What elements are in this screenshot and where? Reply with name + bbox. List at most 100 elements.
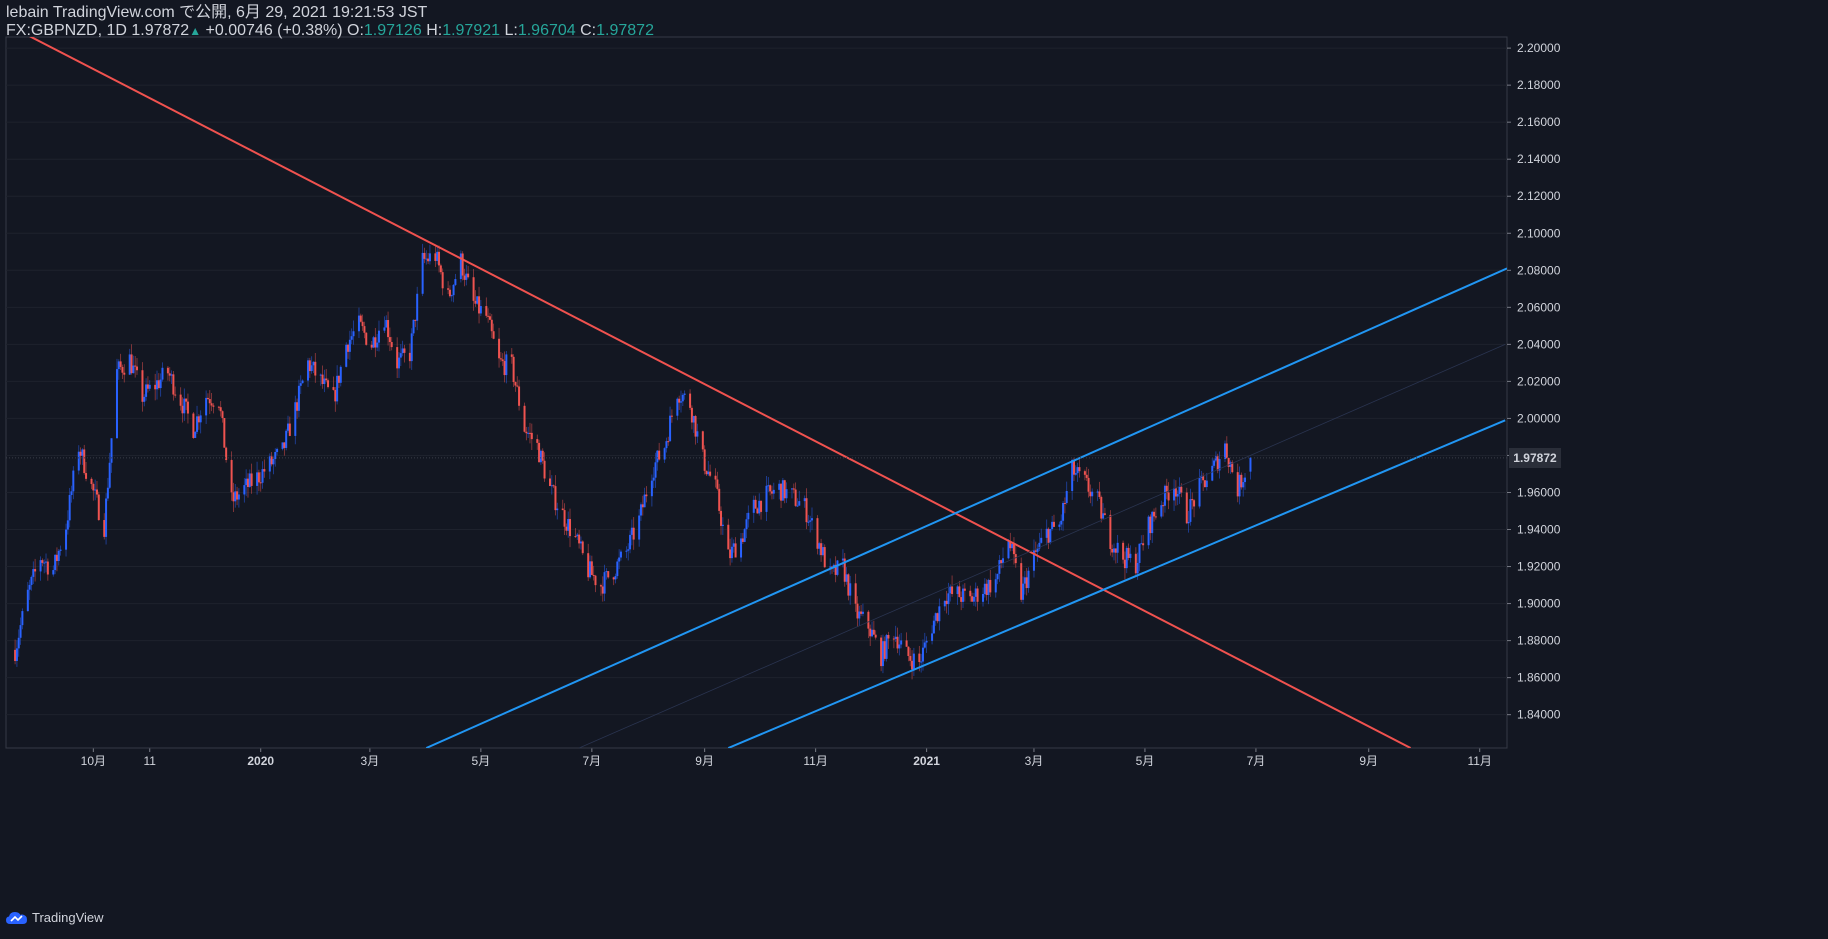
candle-body	[412, 319, 415, 334]
candle-body	[729, 549, 732, 559]
candle-body	[52, 570, 55, 575]
candle-body	[1163, 485, 1166, 506]
candle-body	[1211, 465, 1214, 481]
candle-body	[528, 432, 531, 434]
candle-body	[90, 478, 93, 484]
candle-body	[223, 418, 226, 448]
y-tick-label: 1.90000	[1517, 597, 1561, 611]
candle-body	[166, 367, 169, 374]
candle-body	[792, 488, 795, 490]
candle-body	[567, 519, 570, 531]
y-tick-label: 1.96000	[1517, 485, 1561, 499]
candle-body	[130, 354, 133, 374]
candle-body	[883, 641, 886, 659]
candle-body	[594, 575, 597, 586]
candle-body	[996, 573, 999, 580]
candle-body	[714, 475, 717, 480]
candle-body	[450, 295, 453, 297]
candle-body	[727, 524, 730, 550]
candle-body	[308, 360, 311, 372]
candle-body	[281, 442, 284, 449]
candle-body	[958, 586, 961, 598]
candle-body	[70, 491, 73, 495]
candle-body	[716, 479, 719, 489]
candle-body	[932, 620, 935, 634]
candle-body	[818, 543, 821, 549]
candle-body	[196, 416, 199, 432]
candle-body	[501, 359, 504, 362]
candle-body	[15, 648, 18, 661]
candle-body	[388, 337, 391, 342]
candle-body	[541, 450, 544, 461]
candle-body	[1025, 577, 1028, 589]
candle-body	[77, 451, 80, 471]
candle-body	[536, 439, 539, 443]
candle-body	[756, 508, 759, 514]
candle-body	[880, 637, 883, 667]
candle-body	[654, 462, 657, 478]
candle-body	[921, 647, 924, 662]
x-tick-label: 7月	[1247, 754, 1266, 768]
candle-body	[474, 300, 477, 304]
candle-body	[805, 498, 808, 523]
candle-body	[248, 473, 251, 487]
candle-body	[962, 588, 965, 602]
candle-body	[59, 549, 62, 551]
candle-body	[747, 512, 750, 520]
symbol-name[interactable]: FX:GBPNZD, 1D	[6, 22, 127, 39]
candle-body	[390, 341, 393, 348]
candle-body	[734, 543, 737, 558]
candle-body	[414, 319, 417, 321]
candle-body	[345, 344, 348, 367]
symbol-legend: FX:GBPNZD, 1D 1.97872▲ +0.00746 (+0.38%)…	[6, 22, 654, 40]
candle-body	[741, 538, 744, 542]
open-label: O:	[347, 22, 364, 39]
candle-body	[1138, 543, 1141, 563]
candle-body	[1240, 474, 1243, 488]
candle-body	[21, 611, 24, 626]
candle-body	[971, 596, 974, 602]
candle-body	[692, 416, 695, 423]
candle-body	[861, 611, 864, 614]
candle-body	[141, 370, 144, 402]
candle-body	[1109, 514, 1112, 550]
candle-body	[579, 541, 582, 544]
candle-body	[439, 265, 442, 273]
candle-body	[525, 431, 528, 434]
candle-body	[183, 398, 186, 414]
candle-body	[263, 469, 266, 472]
candle-body	[619, 551, 622, 558]
candle-body	[447, 288, 450, 290]
candle-body	[982, 593, 985, 602]
y-tick-label: 2.06000	[1517, 300, 1561, 314]
candle-body	[192, 413, 195, 438]
candle-body	[94, 489, 97, 491]
candle-body	[441, 272, 444, 289]
candle-body	[454, 279, 457, 285]
candle-body	[168, 373, 171, 376]
x-tick-label: 5月	[472, 754, 491, 768]
cloud-logo-icon	[6, 911, 27, 924]
candle-body	[869, 628, 872, 637]
candle-body	[1011, 543, 1014, 549]
candle-body	[186, 401, 189, 414]
candle-body	[650, 480, 653, 497]
candle-body	[679, 401, 682, 403]
candle-body	[1009, 541, 1012, 549]
candle-body	[283, 442, 286, 448]
candle-body	[221, 411, 224, 419]
last-price: 1.97872	[131, 22, 190, 39]
tradingview-logo[interactable]: TradingView	[6, 910, 104, 925]
candle-body	[372, 337, 375, 348]
candle-body	[1191, 499, 1194, 501]
candle-body	[569, 519, 572, 537]
candle-body	[923, 642, 926, 648]
candle-body	[678, 398, 681, 403]
candle-body	[1012, 543, 1015, 555]
candle-body	[81, 449, 84, 456]
candle-body	[1238, 474, 1241, 497]
candle-body	[618, 557, 621, 562]
candle-body	[832, 564, 835, 568]
candle-body	[421, 252, 424, 294]
